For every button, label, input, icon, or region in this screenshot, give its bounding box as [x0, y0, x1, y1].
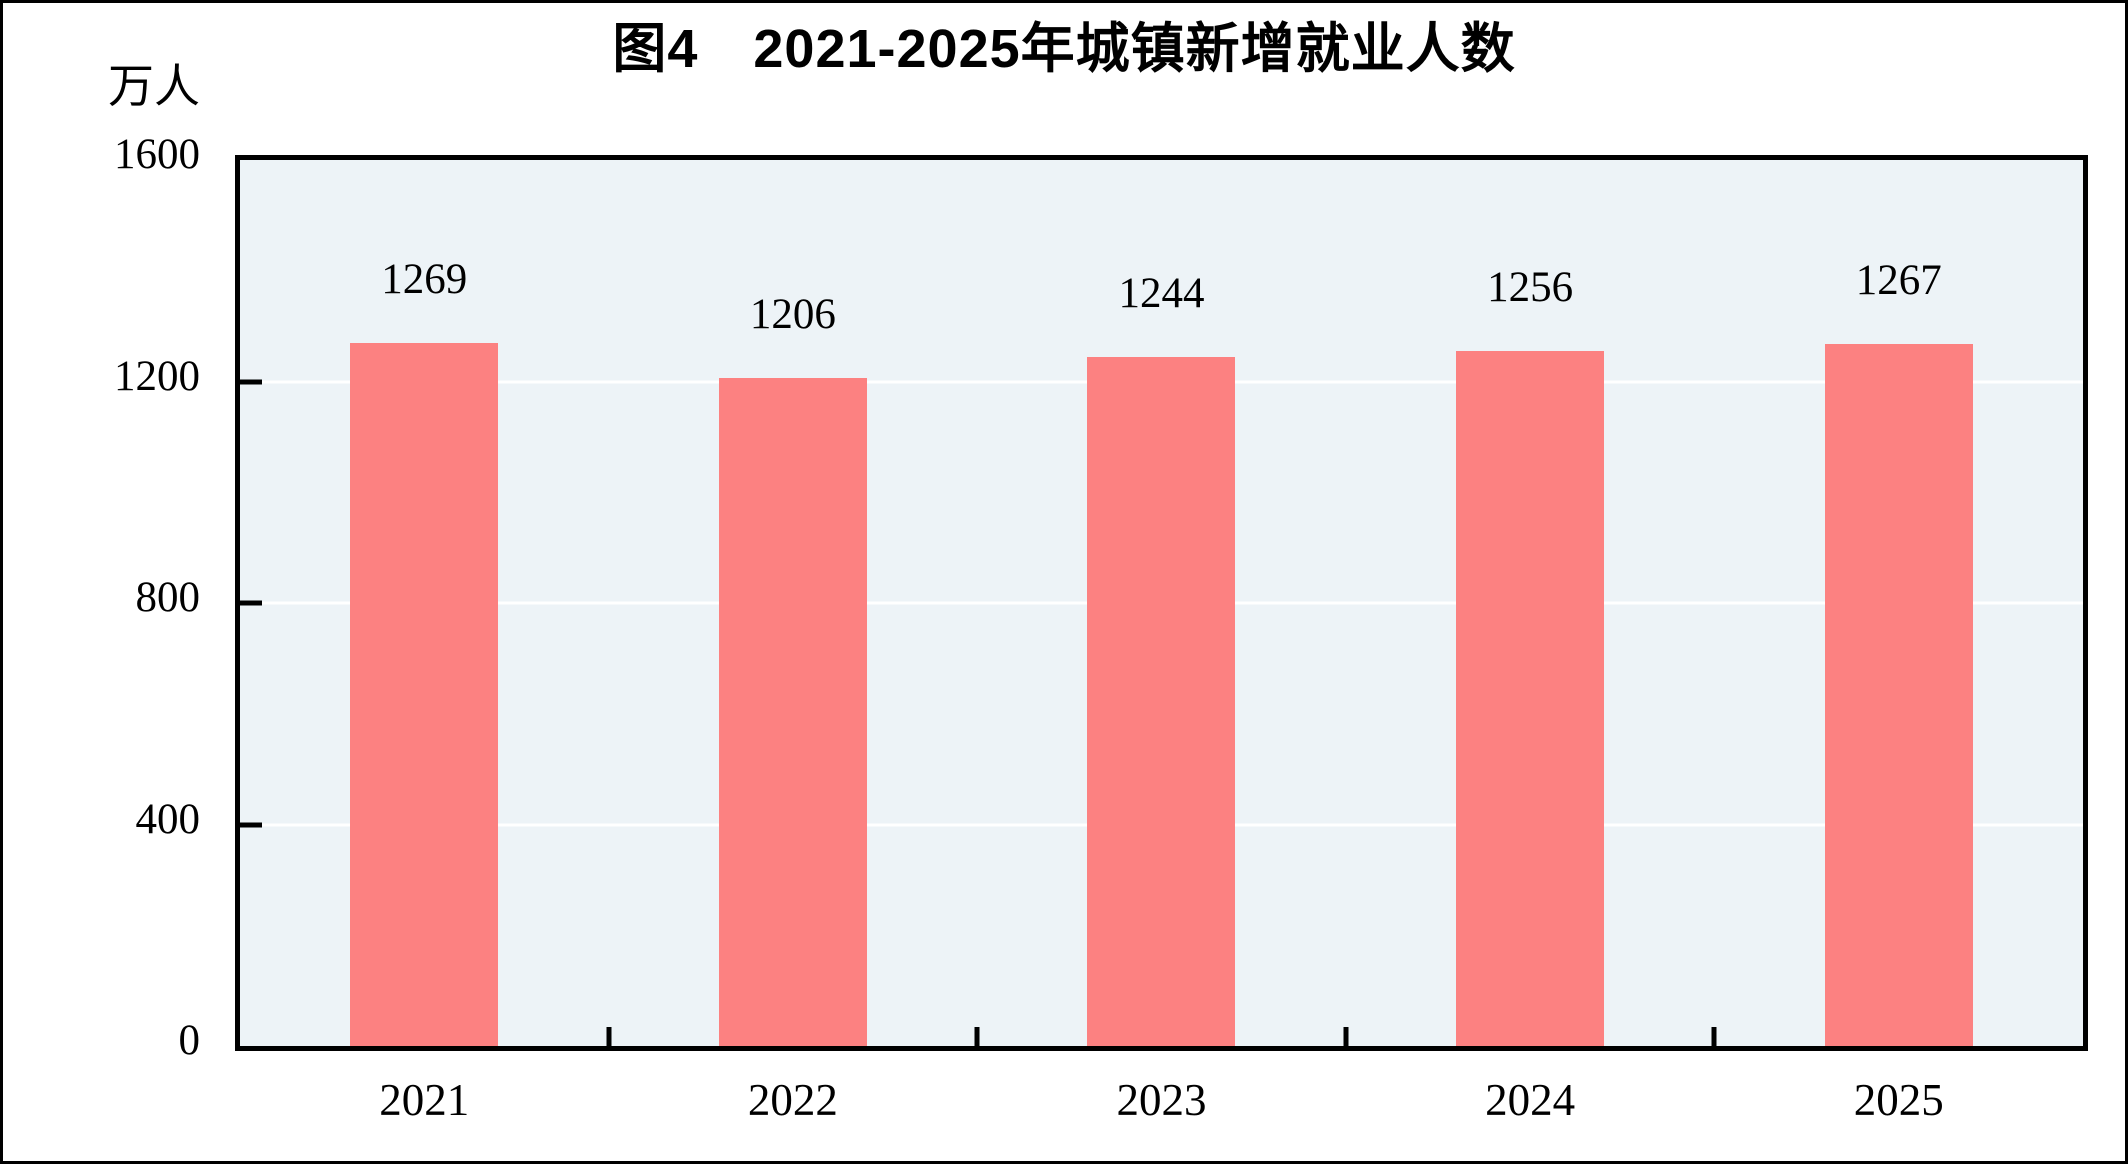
- bar-2022: [718, 378, 867, 1046]
- x-axis-tick-label-2022: 2022: [747, 1075, 838, 1125]
- bar-value-label-2025: 1267: [1855, 257, 1942, 305]
- x-axis-tick-label-2025: 2025: [1853, 1075, 1944, 1125]
- category-slot-2024: 1256: [1346, 160, 1715, 1046]
- y-tick-mark-1200: [240, 379, 262, 384]
- y-tick-mark-800: [240, 600, 262, 606]
- x-tick-mark-4: [1711, 1027, 1717, 1046]
- category-slot-2022: 1206: [609, 160, 978, 1046]
- bar-value-label-2022: 1206: [749, 291, 836, 339]
- x-tick-mark-3: [1343, 1027, 1349, 1046]
- category-slot-2025: 1267: [1714, 160, 2083, 1046]
- y-axis-tick-label-0: 0: [178, 1017, 201, 1064]
- y-axis-unit-label: 万人: [108, 61, 200, 112]
- chart-title: 图4 2021-2025年城镇新增就业人数: [612, 19, 1516, 79]
- x-axis-tick-label-2023: 2023: [1116, 1075, 1207, 1125]
- y-axis-tick-label-800: 800: [135, 574, 201, 621]
- bar-2023: [1087, 357, 1236, 1046]
- category-slot-2023: 1244: [977, 160, 1346, 1046]
- x-axis-tick-label-2021: 2021: [379, 1075, 470, 1125]
- x-tick-mark-1: [606, 1027, 612, 1046]
- bar-value-label-2024: 1256: [1487, 263, 1574, 311]
- plot-area: 1269 1206 1244 1256 1267: [235, 155, 2088, 1051]
- category-slot-2021: 1269: [240, 160, 609, 1046]
- bar-value-label-2021: 1269: [381, 256, 468, 304]
- y-axis-tick-label-400: 400: [135, 795, 201, 843]
- bar-value-label-2023: 1244: [1118, 270, 1205, 318]
- y-axis-tick-label-1200: 1200: [114, 352, 200, 400]
- bar-2024: [1456, 350, 1605, 1046]
- x-tick-mark-2: [974, 1027, 980, 1046]
- bar-2025: [1824, 344, 1973, 1046]
- x-axis-tick-label-2024: 2024: [1485, 1075, 1576, 1125]
- bar-2021: [350, 343, 499, 1046]
- y-axis-tick-label-1600: 1600: [114, 131, 200, 178]
- y-tick-mark-400: [240, 822, 262, 827]
